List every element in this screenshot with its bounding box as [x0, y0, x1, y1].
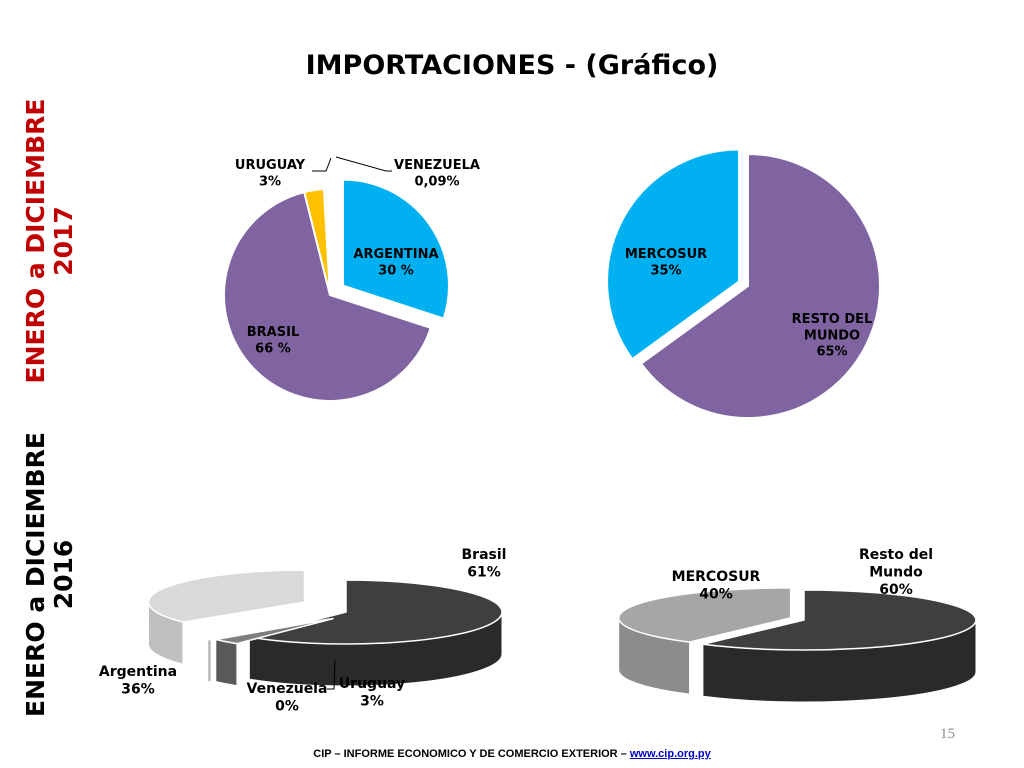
- pie-2016-region-slice-mercosur: [617, 587, 792, 643]
- label-2016-uruguay: Uruguay 3%: [339, 676, 405, 710]
- label-2017-mercosur: MERCOSUR 35%: [625, 247, 707, 278]
- leader-line-venezuela: [335, 156, 392, 172]
- label-2016-mercosur: MERCOSUR 40%: [672, 569, 761, 603]
- footer-text: CIP – INFORME ECONOMICO Y DE COMERCIO EX…: [313, 748, 630, 760]
- label-2017-argentina: ARGENTINA 30 %: [353, 247, 438, 278]
- pie-2016-country-slice-venezuela: [207, 618, 330, 641]
- label-2017-venezuela: VENEZUELA 0,09%: [394, 158, 480, 189]
- pie-2016-region-slice-resto-del-mundo: [702, 589, 977, 651]
- slice-2017-mercosur: [606, 148, 741, 361]
- pie-2016-country-slice-brasil: [249, 579, 503, 645]
- label-2017-resto-del-mundo: RESTO DEL MUNDO 65%: [792, 312, 873, 360]
- pie-2016-country-side-uruguay: [215, 638, 238, 687]
- label-2017-uruguay: URUGUAY 3%: [235, 158, 306, 189]
- pie-2016-region-pie: [617, 587, 977, 703]
- footer-link[interactable]: www.cip.org.py: [629, 748, 711, 760]
- label-2016-resto-del-mundo: Resto del Mundo 60%: [859, 547, 933, 598]
- label-2016-brasil: Brasil 61%: [462, 547, 507, 581]
- slice-2017-resto-del-mundo: [639, 152, 881, 419]
- pie-2016-country-slice-argentina: [147, 569, 306, 623]
- slide-title: IMPORTACIONES - (Gráfico): [305, 50, 719, 81]
- label-2016-venezuela: Venezuela 0%: [247, 681, 328, 715]
- slice-2017-brasil: [223, 190, 433, 402]
- footer: CIP – INFORME ECONOMICO Y DE COMERCIO EX…: [0, 748, 1024, 760]
- pie-2016-country-side-venezuela: [207, 638, 212, 683]
- label-2017-brasil: BRASIL 66 %: [247, 325, 299, 356]
- leader-line-venezuela-2016: [327, 659, 336, 690]
- page-number: 15: [940, 726, 955, 742]
- slice-2017-venezuela: [322, 187, 331, 296]
- label-2016-argentina: Argentina 36%: [99, 664, 177, 698]
- pie-2016-country-pie: [147, 569, 503, 687]
- slice-2017-argentina: [341, 178, 450, 320]
- leader-line-uruguay: [312, 157, 332, 172]
